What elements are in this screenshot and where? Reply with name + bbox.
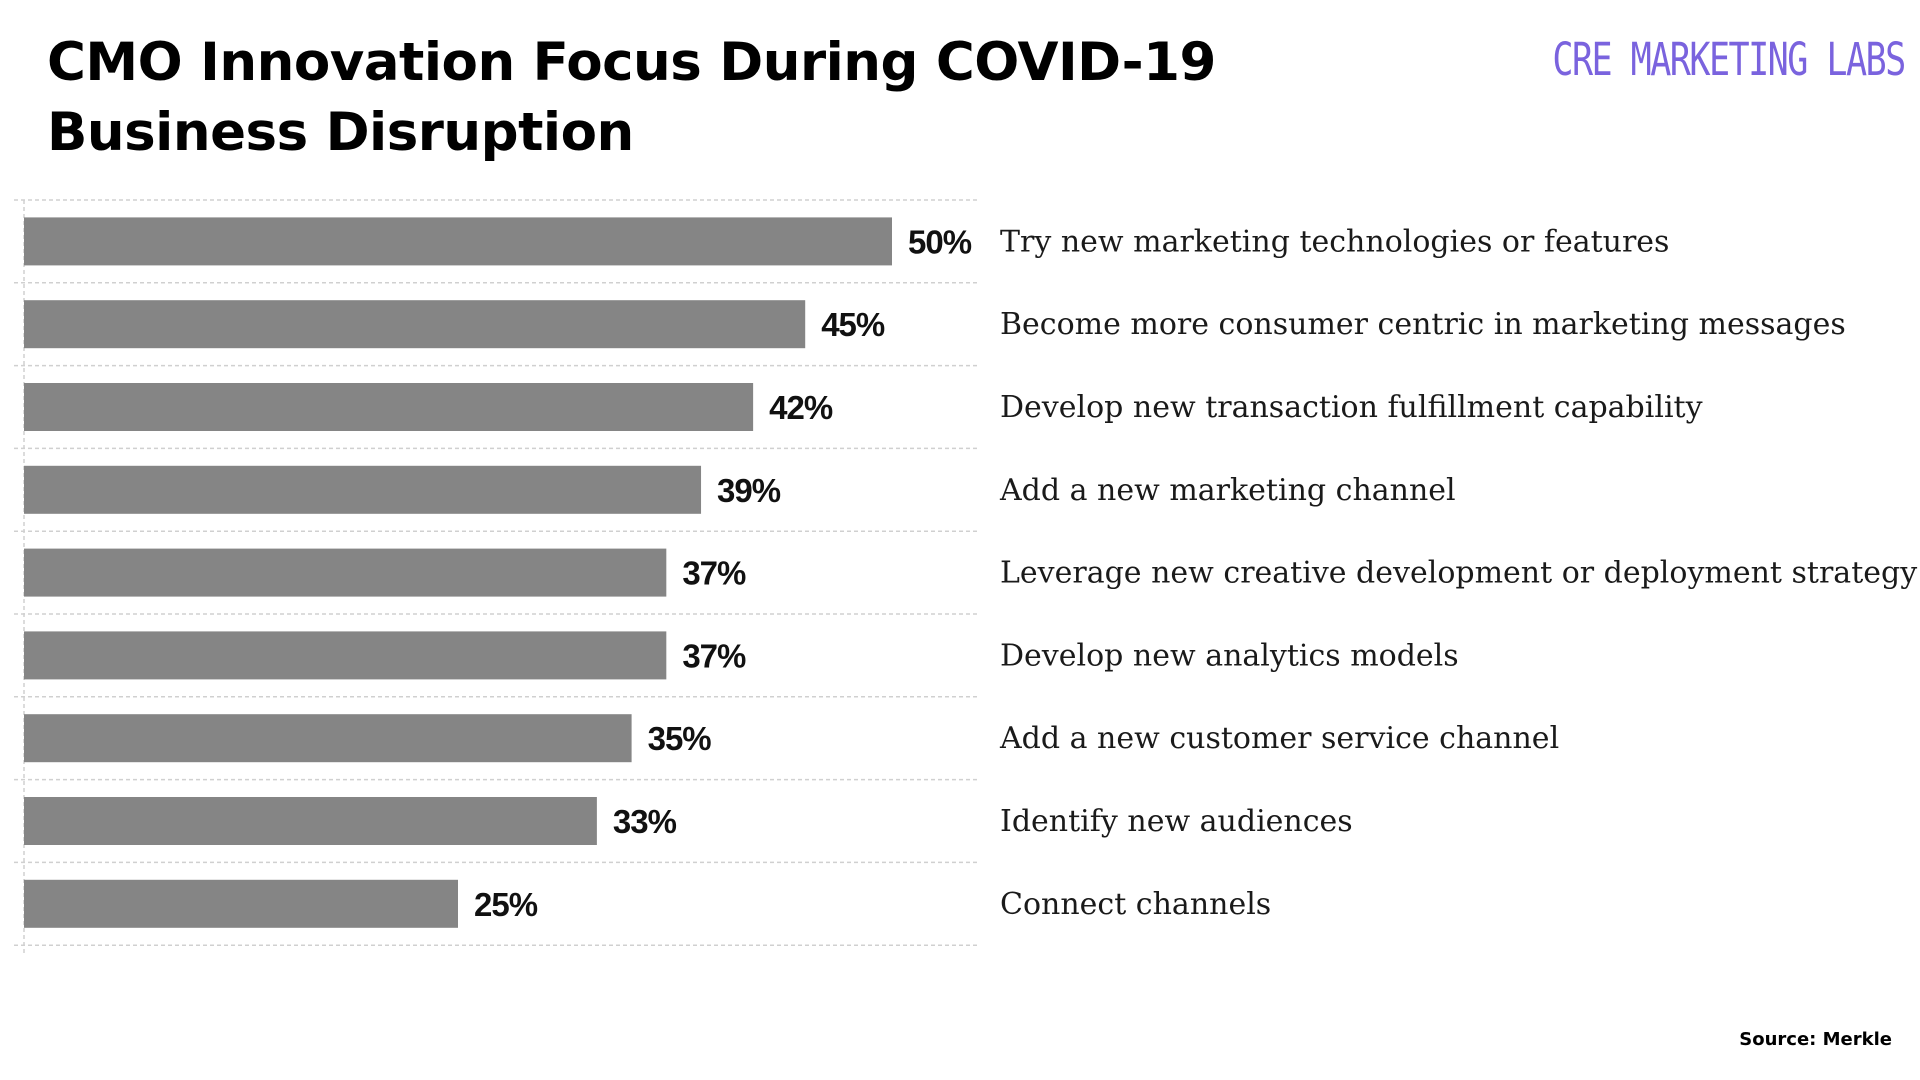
gridlines [14,199,980,956]
bar-value-label: 37% [682,555,746,592]
source-note: Source: Merkle [1739,1029,1892,1050]
value-labels: 50% 45% 42% 39% 37% 37% 35% 33% 25% [474,223,973,923]
bar-value-label: 35% [648,720,712,757]
bar [24,714,632,763]
category-label: Try new marketing technologies or featur… [1000,224,1669,259]
category-label: Identify new audiences [1000,804,1353,839]
category-label: Develop new analytics models [1000,638,1459,673]
category-label: Leverage new creative development or dep… [1000,556,1917,591]
bar-value-label: 39% [717,472,781,509]
category-label: Add a new marketing channel [999,473,1456,508]
chart-title-line-1: CMO Innovation Focus During COVID-19 [47,32,1216,93]
bar [24,465,702,514]
category-label: Connect channels [1000,887,1271,922]
bar [24,548,667,597]
bar [24,383,754,431]
chart-title-line-2: Business Disruption [47,102,634,163]
category-label: Become more consumer centric in marketin… [1000,307,1846,342]
bar [24,631,667,680]
category-label: Add a new customer service channel [999,721,1559,756]
brand-logo: CRE MARKETING LABS [1552,33,1907,86]
bar-value-label: 37% [682,637,746,674]
bar-value-label: 45% [821,306,885,343]
bar-value-label: 50% [908,223,972,260]
category-label: Develop new transaction fulfillment capa… [1000,390,1703,425]
bar-value-label: 25% [474,886,538,923]
bar-value-label: 33% [613,803,677,840]
bars [24,217,892,928]
bar [24,797,597,845]
bar-value-label: 42% [769,389,833,426]
chart-title: CMO Innovation Focus During COVID-19 Bus… [47,28,1347,168]
bar [24,217,892,266]
bar-chart: 50% 45% 42% 39% 37% 37% 35% 33% 25% Try new mark… [14,199,1917,956]
bar [24,879,458,928]
bar [24,300,806,349]
category-labels: Try new marketing technologies or featur… [999,224,1917,921]
